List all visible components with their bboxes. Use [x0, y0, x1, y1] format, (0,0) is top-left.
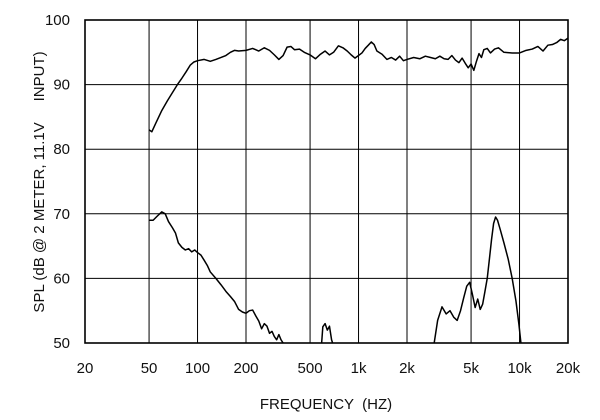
x-tick-label: 10k — [507, 360, 532, 377]
y-tick-labels: 50 60 70 80 90 100 — [45, 12, 70, 352]
x-tick-label: 1k — [351, 360, 367, 377]
y-tick-label: 70 — [53, 206, 70, 223]
y-tick-label: 50 — [53, 335, 70, 352]
x-tick-label: 20 — [77, 360, 94, 377]
x-axis-title: FREQUENCY (HZ) — [260, 396, 392, 413]
series-line-3 — [320, 322, 334, 344]
series-line-1 — [148, 37, 569, 133]
x-tick-label: 500 — [298, 360, 323, 377]
series-line-4 — [433, 216, 522, 344]
y-tick-label: 100 — [45, 12, 70, 29]
x-tick-label: 100 — [185, 360, 210, 377]
series-group — [148, 37, 569, 344]
y-tick-label: 80 — [53, 141, 70, 158]
y-tick-label: 90 — [53, 77, 70, 94]
x-tick-label: 2k — [399, 360, 415, 377]
y-tick-label: 60 — [53, 270, 70, 287]
series-line-2 — [149, 211, 284, 344]
y-axis-title: SPL (dB @ 2 METER, 11.1V INPUT) — [31, 51, 48, 312]
x-tick-label: 200 — [233, 360, 258, 377]
x-tick-label: 50 — [141, 360, 158, 377]
x-tick-label: 5k — [463, 360, 479, 377]
x-tick-labels: 20 50 100 200 500 1k 2k 5k 10k 20k — [77, 360, 581, 377]
x-tick-label: 20k — [556, 360, 581, 377]
grid — [84, 19, 569, 344]
plot-frame — [84, 19, 569, 344]
